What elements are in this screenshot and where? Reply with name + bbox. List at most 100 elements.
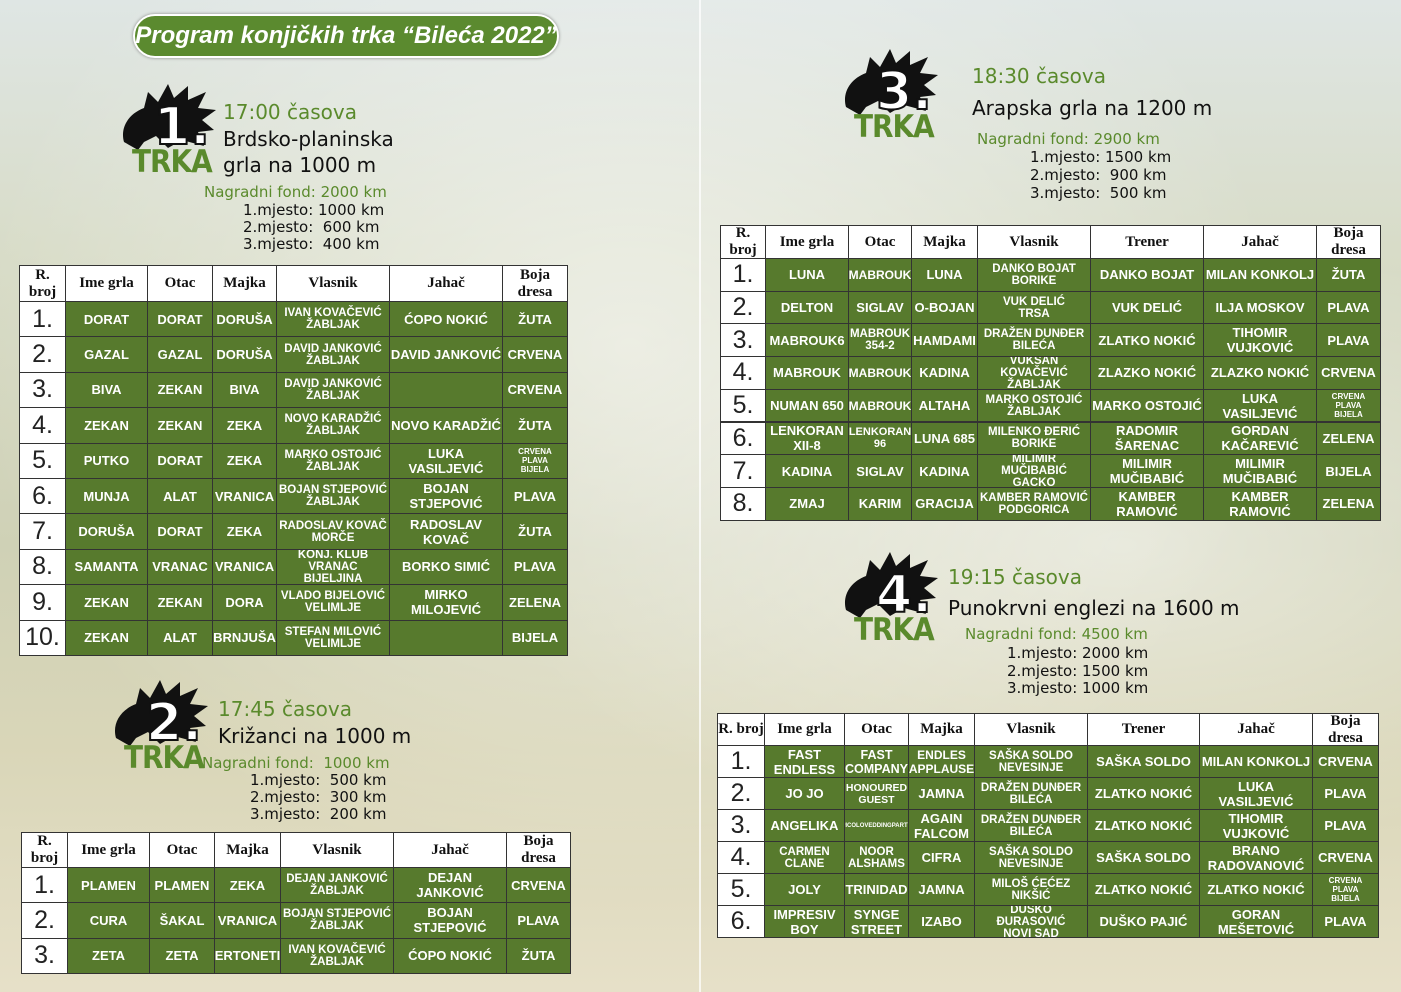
table-cell: FAST ENDLESS xyxy=(764,745,845,778)
row-number: 3. xyxy=(717,809,765,842)
row-number: 5. xyxy=(720,388,766,423)
race-name: Punokrvni englezi na 1600 m xyxy=(948,596,1240,620)
prize: 2.mjesto: 1500 km xyxy=(1007,661,1149,680)
table-cell: DUŠKO ĐURASOVIĆ NOVI SAD xyxy=(974,905,1088,938)
table-cell: PICOLOVEDDINGPARTY xyxy=(844,809,909,842)
table-cell: ZEKAN xyxy=(147,407,213,444)
race-name: grla na 1000 m xyxy=(223,153,377,177)
table-cell: JAMNA xyxy=(908,777,975,810)
table-cell: ĆOPO NOKIĆ xyxy=(389,301,503,338)
table-cell: CRVENA xyxy=(1316,356,1381,390)
table-cell: CRVENA xyxy=(502,336,568,373)
table-cell: KARIM xyxy=(848,486,912,521)
table-cell: ŽUTA xyxy=(506,937,571,974)
table-cell: ZEKA xyxy=(212,442,277,479)
table-cell: KADINA xyxy=(765,454,849,488)
table-cell: PLAVA xyxy=(502,548,568,586)
table-cell: MARKO OSTOJIĆ xyxy=(1090,388,1204,423)
table-cell: VRANAC xyxy=(147,548,213,586)
table-cell xyxy=(389,619,503,656)
prize: 2.mjesto: 900 km xyxy=(1030,166,1167,184)
table-cell: ERTONETI xyxy=(214,937,281,974)
prize: 1.mjesto: 1000 km xyxy=(243,201,385,219)
table-cell: VUKSAN KOVAČEVIĆ ŽABLJAK xyxy=(977,356,1091,390)
table-cell: ZLATKO NOKIĆ xyxy=(1087,873,1200,906)
table-cell: ALAT xyxy=(147,478,213,515)
table-cell: LUNA xyxy=(765,258,849,292)
table-cell: LUNA xyxy=(911,258,978,292)
table-header: Trener xyxy=(1087,713,1200,746)
table-cell: RADOMIR ŠARENAC xyxy=(1090,421,1204,456)
table-cell: NOVO KARADŽIĆ ŽABLJAK xyxy=(276,407,390,444)
table-cell: DUŠKO PAJIĆ xyxy=(1087,905,1200,938)
table-cell: ANGELIKA xyxy=(764,809,845,842)
prize: 1.mjesto: 2000 km xyxy=(1007,644,1149,662)
table-header: Trener xyxy=(1090,225,1204,259)
table-cell: JOLY xyxy=(764,873,845,906)
table-cell: O-BOJAN xyxy=(911,290,978,325)
table-cell: DRAŽEN DUNĐER BILEĆA xyxy=(974,809,1088,842)
race-number: 1. xyxy=(154,97,210,152)
table-cell: KADINA xyxy=(911,454,978,488)
table-cell: TRINIDAD xyxy=(844,873,909,906)
table-cell: LUKA VASILJEVIĆ xyxy=(1203,388,1317,423)
row-number: 6. xyxy=(19,478,66,515)
table-cell: DANKO BOJAT xyxy=(1090,258,1204,292)
table-cell: MABROUK6 xyxy=(765,323,849,358)
prize: 1.mjesto: 1500 km xyxy=(1030,148,1172,166)
table-cell: ZEKAN xyxy=(65,619,148,656)
table-header: Vlasnik xyxy=(280,832,394,868)
table-cell: CRVENA xyxy=(1312,745,1379,778)
table-cell: ZLATKO NOKIĆ xyxy=(1087,809,1200,842)
horse-logo: 3. xyxy=(844,49,938,117)
table-cell: IZABO xyxy=(908,905,975,938)
row-number: 10. xyxy=(19,619,66,656)
table-cell: TIHOMIR VUJKOVIĆ xyxy=(1203,323,1317,358)
row-number: 3. xyxy=(21,937,68,974)
table-cell: CRVENA PLAVA BIJELA xyxy=(1316,388,1381,423)
table-cell: MILIMIR MUČIBABIĆ xyxy=(1090,454,1204,488)
prize-fund: Nagradni fond: 2000 km xyxy=(204,183,387,201)
table-cell: PLAMEN xyxy=(149,867,215,904)
table-cell: BIVA xyxy=(212,371,277,409)
table-cell: MILIMIR MUČIBABIĆ GACKO xyxy=(977,454,1091,488)
prize: 2.mjesto: 300 km xyxy=(250,788,387,806)
table-cell: SAŠKA SOLDO NEVESINJE xyxy=(974,745,1088,778)
table-cell: GRACIJA xyxy=(911,486,978,521)
table-cell: GAZAL xyxy=(147,336,213,373)
prize: 3.mjesto: 400 km xyxy=(243,235,380,253)
table-header: Majka xyxy=(212,265,277,302)
table-cell: SYNGE STREET xyxy=(844,905,909,938)
table-cell: MUNJA xyxy=(65,478,148,515)
table-cell: ZELENA xyxy=(502,584,568,621)
table-cell: DORAT xyxy=(147,513,213,550)
table-cell: CRVENA xyxy=(502,371,568,409)
table-cell: PLAVA xyxy=(1312,905,1379,938)
horse-logo: 4. xyxy=(844,552,938,620)
row-number: 9. xyxy=(19,584,66,621)
table-cell: BIJELA xyxy=(502,619,568,656)
table-cell: NOOR ALSHAMS xyxy=(844,841,909,874)
table-cell: MILENKO ĐERIĆ BORIKE xyxy=(977,421,1091,456)
table-cell: BIVA xyxy=(65,371,148,409)
row-number: 2. xyxy=(720,290,766,325)
table-cell: DAVID JANKOVIĆ ŽABLJAK xyxy=(276,371,390,409)
table-cell xyxy=(389,371,503,409)
table-cell: BORKO SIMIĆ xyxy=(389,548,503,586)
table-cell: STEFAN MILOVIĆ VELIMLJE xyxy=(276,619,390,656)
table-cell: ŽUTA xyxy=(502,301,568,338)
table-header: Jahač xyxy=(389,265,503,302)
table-cell: RADOSLAV KOVAČ xyxy=(389,513,503,550)
table-cell: DORUŠA xyxy=(65,513,148,550)
table-header: Boja dresa xyxy=(1316,225,1381,259)
table-header: Vlasnik xyxy=(977,225,1091,259)
table-cell: TIHOMIR VUJKOVIĆ xyxy=(1199,809,1313,842)
table-cell: AGAIN FALCOM xyxy=(908,809,975,842)
table-cell: PLAVA xyxy=(1316,323,1381,358)
table-cell: DORAT xyxy=(65,301,148,338)
table-cell: KONJ. KLUB VRANAC BIJELJINA xyxy=(276,548,390,586)
table-cell: SAMANTA xyxy=(65,548,148,586)
table-cell: DORUŠA xyxy=(212,301,277,338)
horse-head xyxy=(122,84,216,150)
